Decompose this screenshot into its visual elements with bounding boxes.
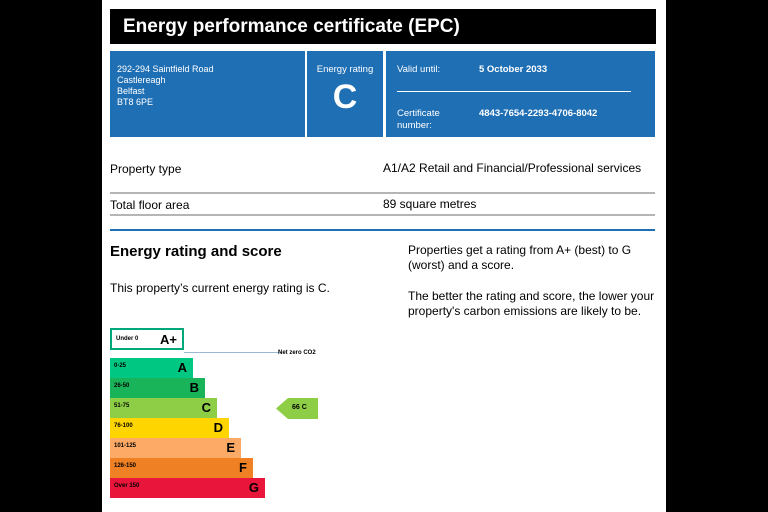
energy-rating-label: Energy rating (316, 64, 374, 75)
band-range-label: 76-100 (114, 423, 133, 429)
valid-until-value: 5 October 2033 (479, 64, 548, 75)
floor-area-value: 89 square metres (383, 197, 477, 211)
band-aplus: Under 0 A+ (110, 328, 184, 350)
energy-rating-letter: C (332, 78, 358, 116)
certificate-number: 4843-7654-2293-4706-8042 (479, 108, 598, 119)
net-zero-label: Net zero CO2 (278, 350, 316, 356)
validity-box: Valid until: 5 October 2033 Certificate … (386, 51, 655, 137)
address-line-3: Belfast (117, 86, 145, 96)
band-range-label: 0-25 (114, 363, 127, 369)
property-type-label: Property type (110, 162, 182, 176)
band-letter: A (177, 360, 187, 375)
band-g: Over 150 G (110, 478, 265, 498)
band-range-label: Over 150 (114, 483, 140, 489)
band-e: 101-125 E (110, 438, 241, 458)
address-line-2: Castlereagh (117, 75, 166, 85)
address-box: 292-294 Saintfield Road Castlereagh Belf… (110, 51, 305, 137)
epc-page: Energy performance certificate (EPC) 292… (102, 0, 666, 512)
band-a: 0-25 A (110, 358, 193, 378)
band-letter: G (248, 480, 259, 495)
rating-explanation-2: The better the rating and score, the low… (408, 289, 655, 318)
address-line-1: 292-294 Saintfield Road (117, 64, 214, 74)
band-letter: F (239, 460, 247, 475)
floor-area-label: Total floor area (110, 198, 190, 212)
section-heading: Energy rating and score (110, 243, 282, 260)
band-letter: E (226, 440, 235, 455)
band-letter: A+ (160, 332, 177, 347)
certificate-label-1: Certificate (397, 108, 440, 119)
band-range-label: 126-150 (114, 463, 137, 469)
rating-explanation: Properties get a rating from A+ (best) t… (408, 243, 632, 272)
property-type-row: Property type A1/A2 Retail and Financial… (110, 162, 655, 192)
certificate-label-2: number: (397, 120, 432, 131)
band-f: 126-150 F (110, 458, 253, 478)
property-type-value: A1/A2 Retail and Financial/Professional … (383, 161, 642, 175)
page-title: Energy performance certificate (EPC) (110, 9, 656, 44)
floor-area-row: Total floor area 89 square metres (110, 198, 655, 213)
band-b: 26-50 B (110, 378, 205, 398)
band-letter: B (189, 380, 199, 395)
band-c: 51-75 C (110, 398, 217, 418)
band-d: 76-100 D (110, 418, 229, 438)
current-score-arrow (276, 398, 318, 419)
net-zero-line (184, 352, 282, 353)
band-range-label: 101-125 (114, 443, 137, 449)
current-rating-text: This property’s current energy rating is… (110, 281, 330, 295)
band-range-label: 26-50 (114, 383, 130, 389)
section-divider (110, 229, 655, 231)
band-range-label: Under 0 (116, 336, 139, 342)
valid-until-label: Valid until: (397, 64, 441, 75)
divider (110, 192, 655, 194)
address-line-4: BT8 6PE (117, 97, 154, 107)
divider (110, 214, 655, 216)
band-letter: C (201, 400, 211, 415)
band-range-label: 51-75 (114, 403, 130, 409)
band-letter: D (213, 420, 223, 435)
energy-rating-box: Energy rating C (307, 51, 383, 137)
current-score-label: 66 C (292, 404, 307, 411)
validity-divider (397, 91, 631, 92)
